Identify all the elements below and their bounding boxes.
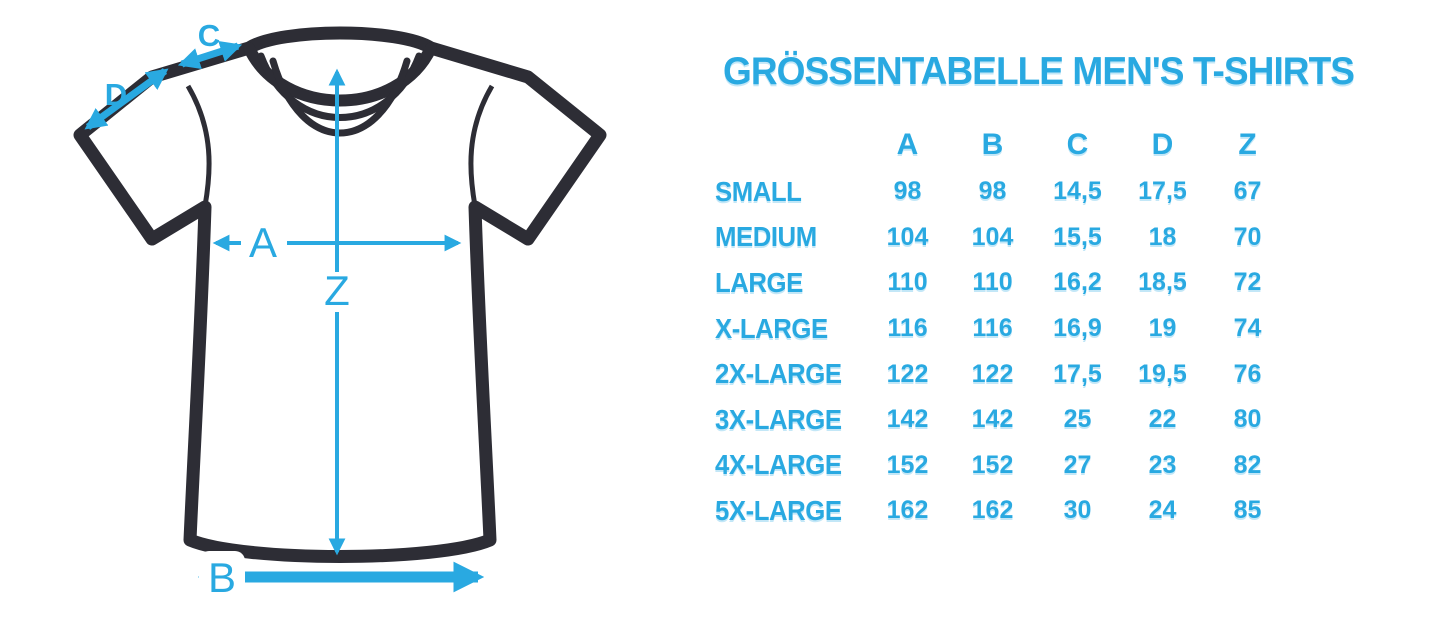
measure-label-c: C xyxy=(198,18,220,53)
table-row: 3X-LARGE 142 142 25 22 80 xyxy=(715,397,1291,443)
value-cell-a: 98 xyxy=(893,177,922,206)
value-cell-z: 70 xyxy=(1233,222,1262,251)
value-cell-c: 15,5 xyxy=(1053,222,1102,251)
value-cell-c: 16,9 xyxy=(1053,314,1102,343)
value-cell-d: 18 xyxy=(1148,222,1177,251)
value-cell-d: 24 xyxy=(1148,496,1177,525)
value-cell-c: 30 xyxy=(1063,496,1092,525)
value-cell-b: 98 xyxy=(978,177,1007,206)
value-cell-z: 72 xyxy=(1233,268,1262,297)
size-cell: 3X-LARGE xyxy=(715,403,842,435)
table-row: LARGE 110 110 16,2 18,5 72 xyxy=(715,260,1291,306)
value-cell-a: 142 xyxy=(886,405,929,434)
value-cell-c: 27 xyxy=(1063,450,1092,479)
value-cell-c: 16,2 xyxy=(1053,268,1102,297)
value-cell-a: 110 xyxy=(887,268,928,297)
armhole-seam-right xyxy=(468,84,495,207)
value-cell-b: 142 xyxy=(971,405,1014,434)
size-cell: MEDIUM xyxy=(715,221,817,253)
value-cell-z: 67 xyxy=(1233,177,1262,206)
value-cell-z: 85 xyxy=(1233,496,1262,525)
value-cell-d: 19,5 xyxy=(1138,359,1187,388)
value-cell-d: 23 xyxy=(1148,450,1177,479)
value-cell-b: 116 xyxy=(972,314,1013,343)
value-cell-d: 17,5 xyxy=(1138,177,1187,206)
measure-arrow-d xyxy=(84,68,169,130)
collar-rib-line xyxy=(257,52,423,121)
value-cell-z: 74 xyxy=(1233,314,1262,343)
value-cell-z: 76 xyxy=(1233,359,1262,388)
value-cell-d: 19 xyxy=(1148,314,1177,343)
value-cell-z: 80 xyxy=(1233,405,1262,434)
value-cell-d: 22 xyxy=(1148,405,1177,434)
table-row: X-LARGE 116 116 16,9 19 74 xyxy=(715,306,1291,352)
value-cell-a: 152 xyxy=(886,450,929,479)
value-cell-z: 82 xyxy=(1233,450,1262,479)
value-cell-d: 18,5 xyxy=(1138,268,1187,297)
measure-label-z: Z xyxy=(324,267,350,314)
measure-label-b-box xyxy=(199,551,245,603)
size-cell: X-LARGE xyxy=(715,312,828,344)
value-cell-c: 25 xyxy=(1063,405,1092,434)
value-cell-b: 152 xyxy=(971,450,1014,479)
measure-label-a: A xyxy=(249,219,277,266)
collar-inner-edge xyxy=(269,57,411,137)
measure-label-d: D xyxy=(105,77,127,112)
measure-arrow-c xyxy=(177,40,243,70)
size-cell: 2X-LARGE xyxy=(715,358,842,390)
value-cell-c: 17,5 xyxy=(1053,359,1102,388)
column-header-z: Z xyxy=(1238,128,1257,161)
value-cell-b: 110 xyxy=(972,268,1013,297)
size-cell: 5X-LARGE xyxy=(715,494,842,526)
value-cell-a: 116 xyxy=(887,314,928,343)
value-cell-b: 104 xyxy=(971,222,1014,251)
table-row: SMALL 98 98 14,5 17,5 67 xyxy=(715,169,1291,215)
value-cell-b: 122 xyxy=(971,359,1014,388)
size-table: A B C D Z SMALL 98 98 14,5 17,5 67 MEDIU… xyxy=(715,122,1291,534)
column-header-a: A xyxy=(896,128,919,161)
value-cell-a: 104 xyxy=(886,222,929,251)
table-row: 5X-LARGE 162 162 30 24 85 xyxy=(715,488,1291,534)
value-cell-a: 162 xyxy=(886,496,929,525)
column-header-d: D xyxy=(1151,128,1174,161)
value-cell-b: 162 xyxy=(971,496,1014,525)
table-row: 2X-LARGE 122 122 17,5 19,5 76 xyxy=(715,351,1291,397)
armhole-seam-left xyxy=(185,84,212,207)
table-row: 4X-LARGE 152 152 27 23 82 xyxy=(715,443,1291,489)
value-cell-c: 14,5 xyxy=(1053,177,1102,206)
table-header-row: A B C D Z xyxy=(715,122,1291,168)
column-header-b: B xyxy=(981,128,1004,161)
tshirt-measurement-diagram: Z A B C D xyxy=(0,0,660,624)
size-cell: LARGE xyxy=(715,266,803,298)
size-cell: SMALL xyxy=(715,175,802,207)
measure-label-b: B xyxy=(208,554,236,601)
column-header-c: C xyxy=(1066,128,1089,161)
tshirt-diagram-svg: Z A B C D xyxy=(73,18,607,603)
size-cell: 4X-LARGE xyxy=(715,449,842,481)
page-title: GRÖSSENTABELLE MEN'S T-SHIRTS xyxy=(723,50,1355,93)
table-row: MEDIUM 104 104 15,5 18 70 xyxy=(715,215,1291,261)
value-cell-a: 122 xyxy=(886,359,929,388)
